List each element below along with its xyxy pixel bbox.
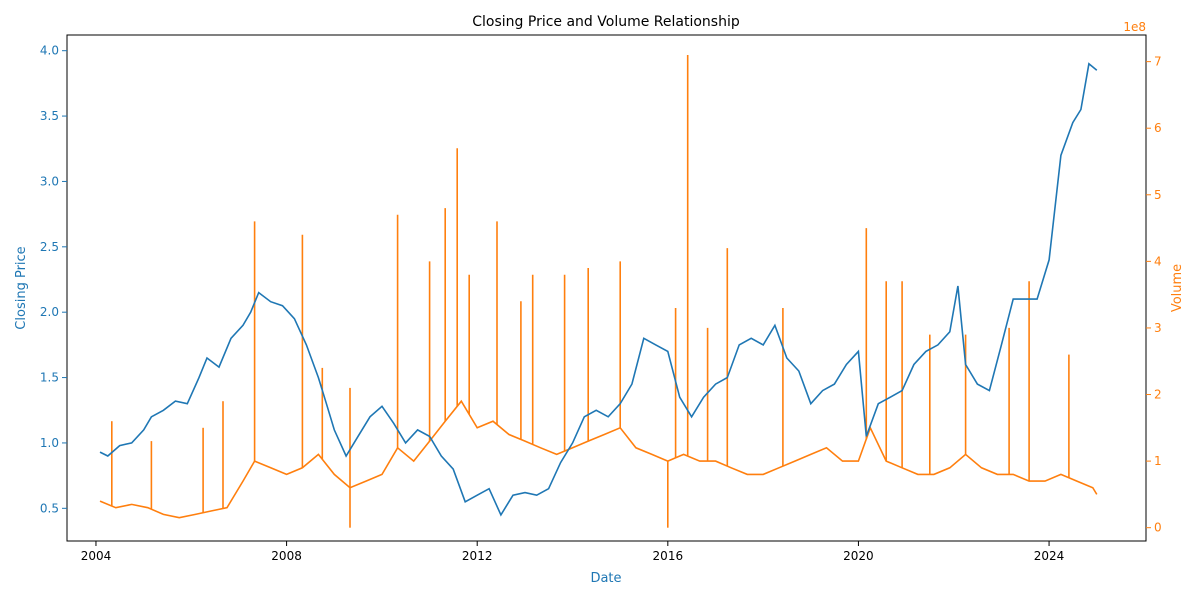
y-left-tick-label: 1.5 — [40, 371, 59, 385]
y-right-tick-label: 0 — [1154, 521, 1162, 535]
x-tick-label: 2024 — [1034, 549, 1065, 563]
x-tick-label: 2008 — [271, 549, 302, 563]
y-left-tick-label: 3.5 — [40, 109, 59, 123]
y-right-tick-label: 1 — [1154, 454, 1162, 468]
x-tick-label: 2016 — [653, 549, 684, 563]
x-tick-label: 2012 — [462, 549, 493, 563]
y-right-tick-label: 4 — [1154, 254, 1162, 268]
y-left-tick-label: 0.5 — [40, 501, 59, 515]
plot-frame — [66, 34, 1147, 542]
y-right-tick-label: 7 — [1154, 55, 1162, 69]
y-left-tick-label: 4.0 — [40, 44, 59, 58]
y-right-tick-label: 5 — [1154, 188, 1162, 202]
y-axis-right-multiplier: 1e8 — [1123, 20, 1146, 34]
x-tick-label: 2004 — [81, 549, 112, 563]
y-right-tick-label: 3 — [1154, 321, 1162, 335]
y-right-tick-label: 2 — [1154, 388, 1162, 402]
closing-price-line — [99, 62, 1098, 517]
plot-lines — [99, 55, 1098, 528]
y-left-tick-label: 3.0 — [40, 174, 59, 188]
y-right-tick-label: 6 — [1154, 121, 1162, 135]
x-axis-label: Date — [590, 571, 621, 586]
y-axis-right: 0 1 2 3 4 5 6 7 — [1146, 55, 1162, 535]
y-left-tick-label: 2.0 — [40, 305, 59, 319]
y-axis-left: 0.5 1.0 1.5 2.0 2.5 3.0 3.5 4.0 — [40, 44, 67, 515]
y-axis-label-right: Volume — [1170, 264, 1185, 312]
x-axis: 2004 2008 2012 2016 2020 2024 — [81, 541, 1065, 563]
y-left-tick-label: 2.5 — [40, 240, 59, 254]
x-tick-label: 2020 — [843, 549, 874, 563]
y-left-tick-label: 1.0 — [40, 436, 59, 450]
volume-line — [99, 399, 1098, 519]
chart-title: Closing Price and Volume Relationship — [472, 14, 740, 30]
y-axis-label-left: Closing Price — [14, 246, 29, 329]
